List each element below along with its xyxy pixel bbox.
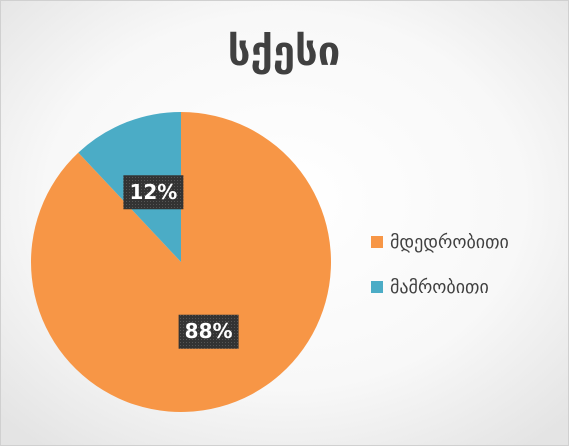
legend-swatch bbox=[371, 236, 383, 248]
data-label: 12% bbox=[129, 180, 177, 204]
data-label-box bbox=[178, 314, 239, 349]
chart-title: სქესი bbox=[228, 29, 341, 75]
data-label-box bbox=[123, 175, 184, 210]
data-label: 88% bbox=[185, 319, 233, 343]
legend-label: მდედრობითი bbox=[390, 232, 509, 253]
legend-swatch bbox=[371, 281, 383, 293]
legend-label: მამრობითი bbox=[390, 277, 489, 298]
